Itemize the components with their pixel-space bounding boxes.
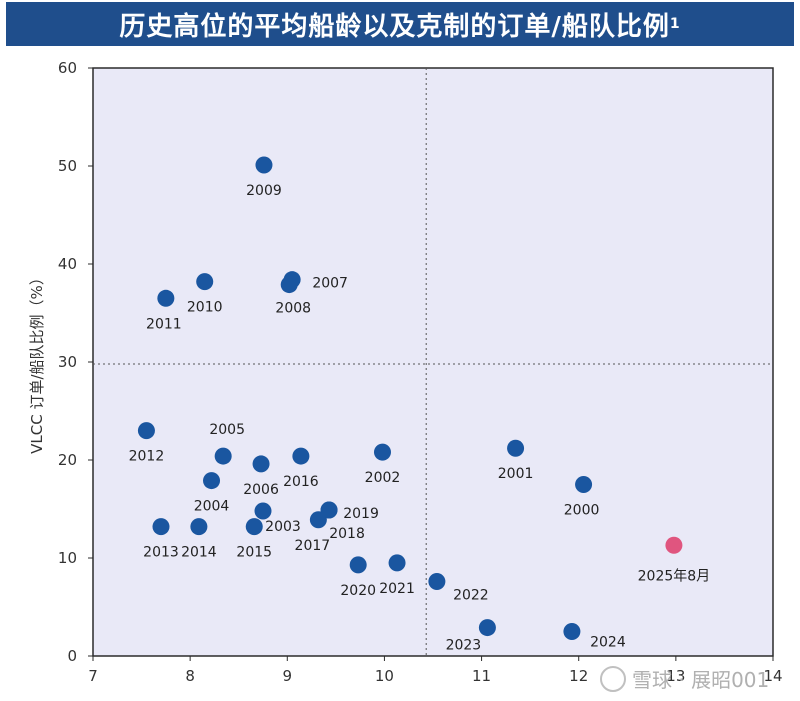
data-label-2002: 2002 xyxy=(365,470,401,486)
y-tick-label: 40 xyxy=(58,255,77,273)
chart-title-bar: 历史高位的平均船龄以及克制的订单/船队比例 1 xyxy=(6,2,794,46)
data-label-2025年8月: 2025年8月 xyxy=(638,568,711,584)
y-tick-label: 20 xyxy=(58,451,77,469)
data-label-2009: 2009 xyxy=(246,183,282,199)
data-point-2012 xyxy=(137,422,155,440)
data-label-2015: 2015 xyxy=(236,545,272,561)
y-tick-label: 60 xyxy=(58,59,77,77)
data-point-2009 xyxy=(255,156,273,174)
data-label-2024: 2024 xyxy=(590,635,626,651)
data-point-2013 xyxy=(152,518,170,536)
y-tick-label: 10 xyxy=(58,549,77,567)
x-tick-label: 14 xyxy=(763,667,782,685)
watermark-text: 雪球 · 展昭001 xyxy=(632,668,770,692)
data-point-2005 xyxy=(214,447,232,465)
data-point-2008 xyxy=(280,276,298,294)
title-footnote: 1 xyxy=(669,16,681,32)
chart-title: 历史高位的平均船龄以及克制的订单/船队比例 xyxy=(119,11,670,42)
data-label-2006: 2006 xyxy=(243,482,279,498)
data-point-2019 xyxy=(320,501,338,519)
data-label-2005: 2005 xyxy=(209,422,245,438)
data-label-2014: 2014 xyxy=(181,545,217,561)
data-point-2014 xyxy=(190,518,208,536)
data-label-2011: 2011 xyxy=(146,316,182,332)
snowball-logo-icon xyxy=(600,665,626,692)
plot-area xyxy=(92,67,774,657)
x-tick-label: 12 xyxy=(569,667,588,685)
data-point-2024 xyxy=(563,623,581,640)
data-point-2021 xyxy=(388,554,406,572)
data-point-2025年8月 xyxy=(665,536,683,554)
data-label-2007: 2007 xyxy=(312,276,348,292)
x-tick-label: 11 xyxy=(472,667,491,685)
data-point-2006 xyxy=(252,455,270,473)
data-label-2004: 2004 xyxy=(194,499,230,515)
data-label-2008: 2008 xyxy=(275,301,311,317)
watermark: 雪球 · 展昭001 xyxy=(600,664,769,693)
x-tick-label: 10 xyxy=(375,667,394,685)
data-label-2003: 2003 xyxy=(265,519,301,535)
x-tick-label: 13 xyxy=(666,667,685,685)
data-label-2023: 2023 xyxy=(446,638,482,654)
data-point-2004 xyxy=(203,472,221,490)
x-tick-label: 9 xyxy=(283,667,293,685)
data-label-2017: 2017 xyxy=(295,538,331,554)
data-label-2019: 2019 xyxy=(343,506,379,522)
data-label-2013: 2013 xyxy=(143,545,179,561)
data-label-2018: 2018 xyxy=(329,526,365,542)
data-label-2021: 2021 xyxy=(379,581,415,597)
y-tick-label: 0 xyxy=(67,647,77,665)
y-axis-label: VLCC 订单/船队比例（%） xyxy=(28,270,46,454)
data-point-2020 xyxy=(349,556,367,574)
data-label-2022: 2022 xyxy=(453,588,489,604)
x-tick-label: 7 xyxy=(88,667,98,685)
data-point-2011 xyxy=(157,289,175,307)
data-label-2001: 2001 xyxy=(498,466,534,482)
data-label-2016: 2016 xyxy=(283,474,319,490)
data-point-2003 xyxy=(254,502,272,520)
data-label-2000: 2000 xyxy=(564,503,600,519)
x-tick-label: 8 xyxy=(185,667,195,685)
y-tick-label: 50 xyxy=(58,157,77,175)
data-point-2000 xyxy=(575,476,593,493)
data-label-2010: 2010 xyxy=(187,300,223,316)
data-point-2002 xyxy=(373,443,391,461)
data-label-2012: 2012 xyxy=(129,449,165,465)
data-point-2001 xyxy=(507,439,525,457)
data-point-2023 xyxy=(478,619,496,637)
data-point-2010 xyxy=(196,273,214,291)
data-label-2020: 2020 xyxy=(340,583,376,599)
data-point-2022 xyxy=(428,573,446,591)
data-point-2016 xyxy=(292,447,310,465)
y-tick-label: 30 xyxy=(58,353,77,371)
data-point-2015 xyxy=(245,518,263,536)
